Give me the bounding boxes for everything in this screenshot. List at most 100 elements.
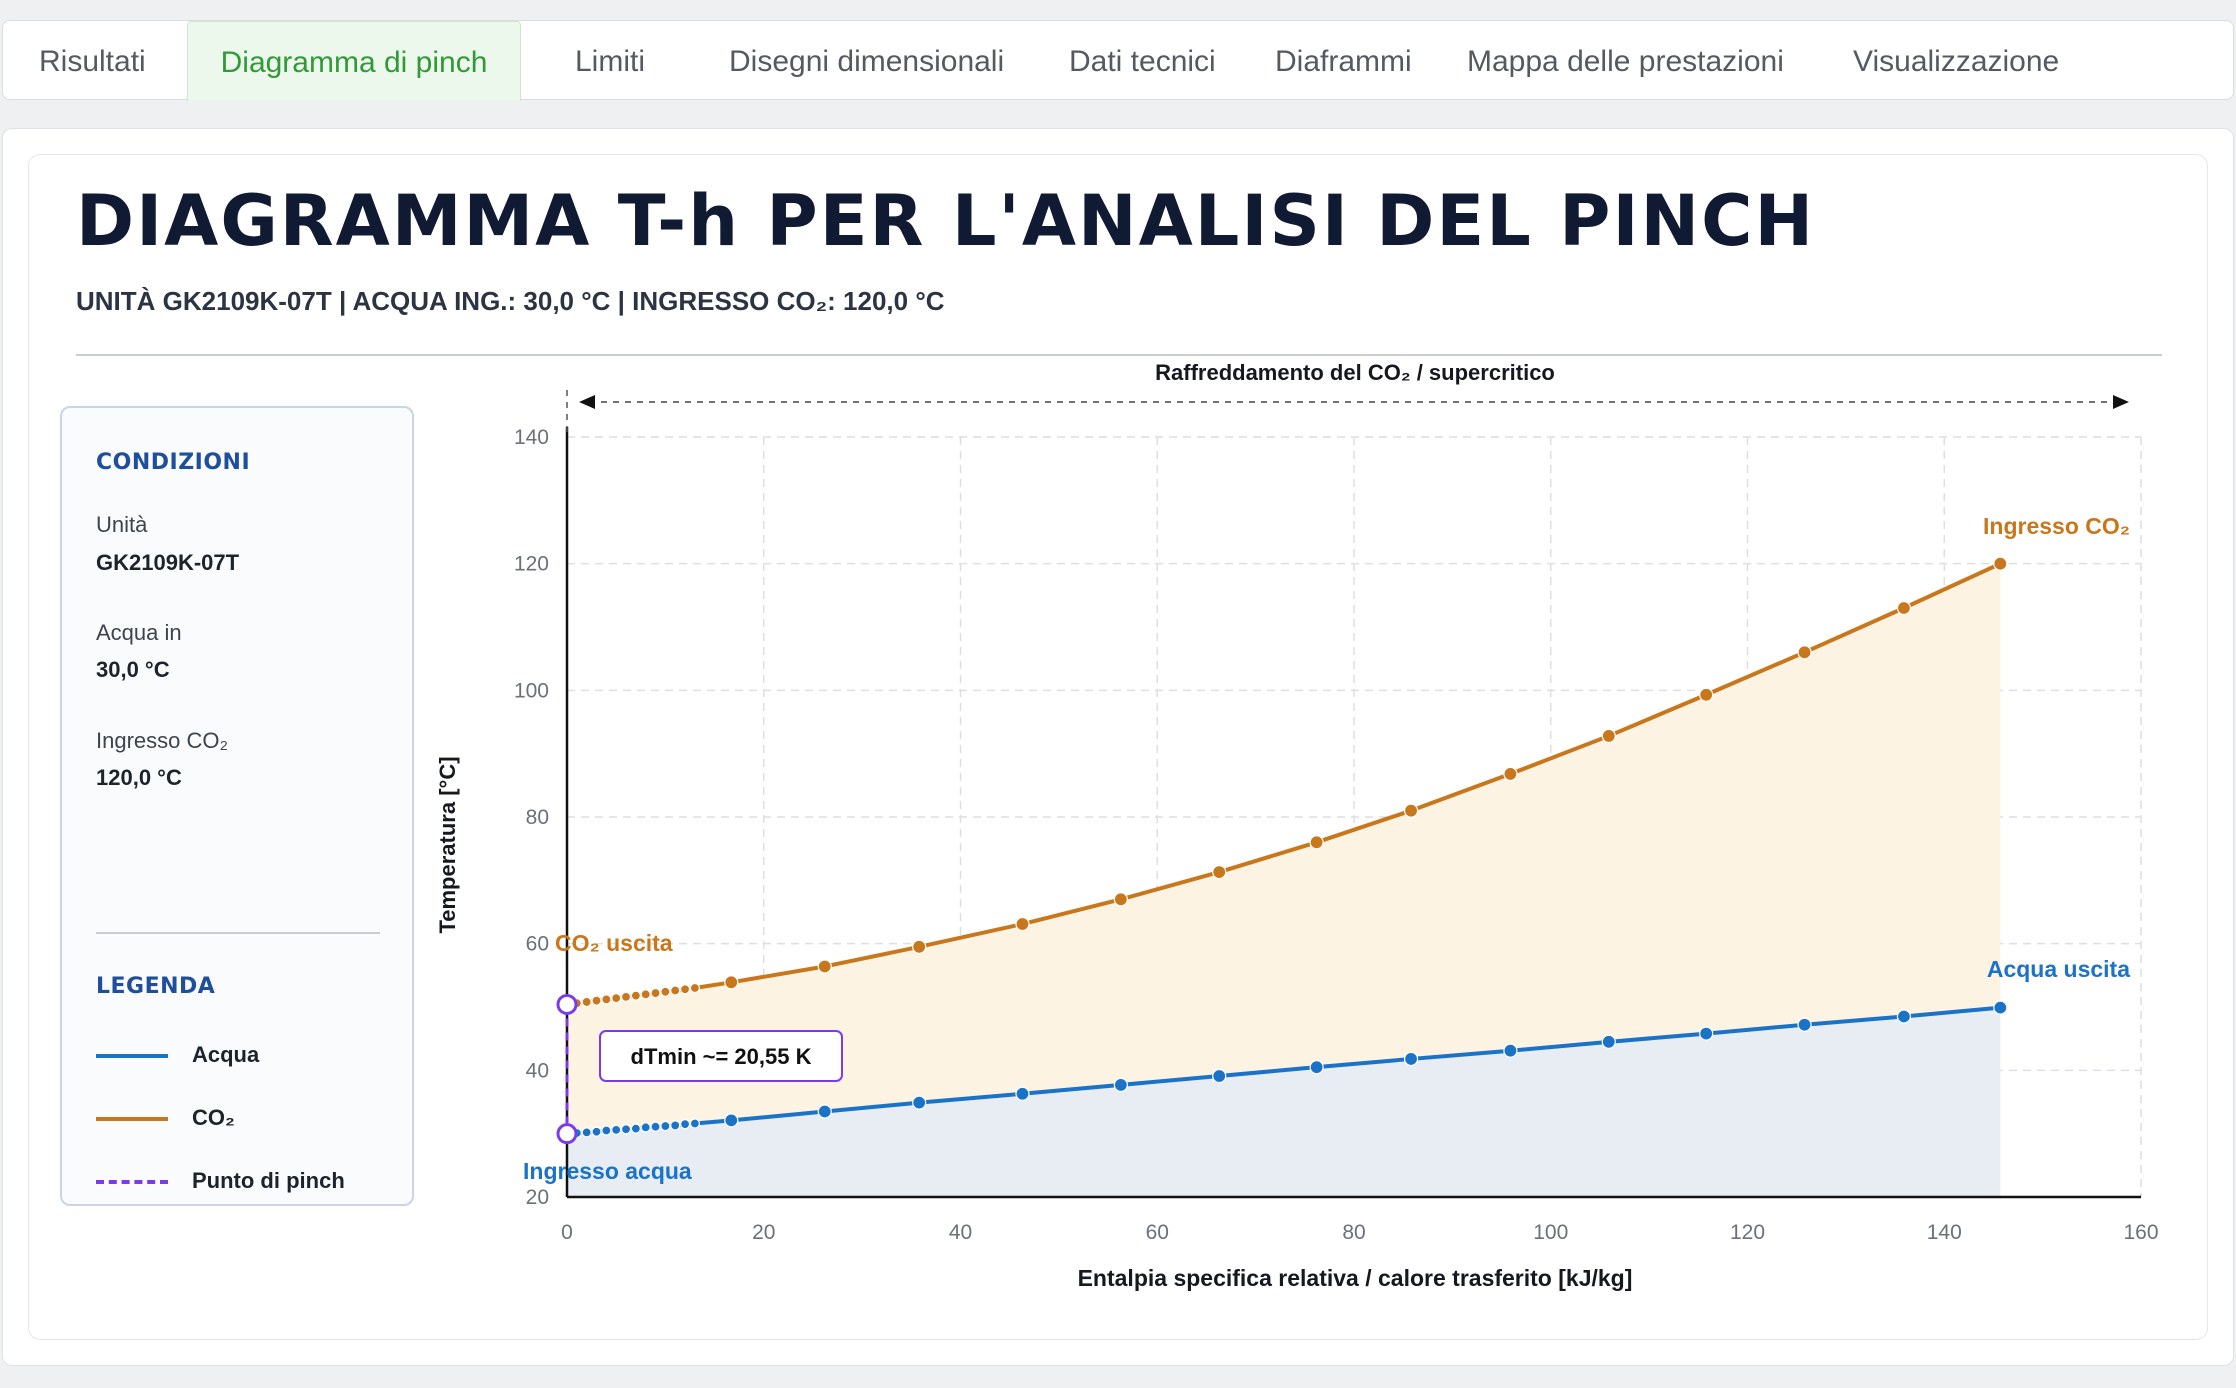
co2-point	[660, 986, 671, 997]
x-tick-label: 160	[2123, 1221, 2158, 1244]
region-arrow-right	[2113, 395, 2129, 409]
co2-area	[567, 563, 2001, 1134]
co2-point	[1403, 803, 1419, 818]
water-point	[724, 1113, 739, 1128]
legend-swatch-water	[96, 1054, 168, 1058]
water-point	[1503, 1043, 1518, 1058]
pinch-chart: 0 20 40 60 80 100 120 140 160 20 40 60 80 100 120 140 d…	[435, 360, 2159, 1291]
co2-point	[679, 984, 691, 995]
header-divider	[76, 354, 2162, 356]
x-tick-label: 40	[949, 1221, 972, 1244]
y-tick-label: 120	[514, 553, 549, 576]
co2-point	[1699, 687, 1714, 702]
water-point	[1212, 1068, 1227, 1084]
dtmin-label: dTmin ~= 20,55 K	[631, 1044, 812, 1069]
water-point	[679, 1119, 691, 1130]
conditions-heading: CONDIZIONI	[96, 450, 251, 475]
water-inlet-label: Ingresso acqua	[523, 1158, 692, 1184]
co2-point	[1993, 556, 2008, 571]
co2-point	[581, 996, 592, 1008]
unit-label: Unità	[96, 512, 148, 537]
legend-label-pinch: Punto di pinch	[192, 1168, 345, 1193]
water-point	[1993, 1000, 2008, 1015]
y-tick-label: 40	[526, 1059, 549, 1082]
water-area	[567, 1007, 2001, 1197]
water-point	[1896, 1009, 1912, 1024]
chart-series	[566, 556, 2008, 1139]
legend-swatch-co2	[96, 1117, 168, 1121]
co2-point	[1113, 892, 1128, 907]
water-in-label: Acqua in	[96, 620, 182, 645]
x-tick-label: 100	[1533, 1221, 1568, 1244]
co2-point	[689, 982, 700, 994]
tab-diaframmi[interactable]: Diaframmi	[1275, 45, 1412, 78]
water-point	[1309, 1060, 1324, 1075]
legend-heading: LEGENDA	[96, 974, 216, 999]
co2-point	[611, 993, 622, 1004]
co2-point	[650, 987, 661, 999]
water-point	[1797, 1017, 1812, 1032]
co2-point	[630, 990, 641, 1001]
x-axis-label: Entalpia specifica relativa / calore tra…	[1078, 1265, 1633, 1291]
water-point	[630, 1123, 641, 1134]
tab-disegni-dimensionali[interactable]: Disegni dimensionali	[729, 45, 1005, 78]
tab-dati-tecnici[interactable]: Dati tecnici	[1069, 45, 1216, 78]
water-point	[1015, 1086, 1030, 1101]
dtmin-box	[599, 1030, 843, 1082]
water-point	[1601, 1034, 1616, 1049]
page-title: DIAGRAMMA T-h PER L'ANALISI DEL PINCH	[76, 180, 1816, 262]
region-label: Raffreddamento del CO₂ / supercritico	[1155, 360, 1555, 385]
water-point	[620, 1124, 632, 1135]
region-arrow-left	[579, 395, 595, 409]
x-tick-label: 140	[1927, 1221, 1962, 1244]
water-point	[660, 1120, 671, 1132]
x-tick-label: 0	[561, 1221, 573, 1244]
water-point	[817, 1104, 832, 1119]
co2-point	[1601, 728, 1616, 744]
co2-point	[670, 985, 681, 996]
tab-visualizzazione[interactable]: Visualizzazione	[1853, 45, 2060, 78]
water-point	[1113, 1077, 1128, 1093]
co2-point	[912, 939, 927, 954]
legend-label-co2: CO₂	[192, 1105, 235, 1130]
water-point	[581, 1127, 592, 1138]
co2-in-label: Ingresso CO₂	[96, 728, 229, 753]
y-tick-label: 60	[526, 933, 549, 956]
co2-in-value: 120,0 °C	[96, 765, 182, 790]
y-tick-label: 140	[514, 426, 549, 449]
water-point	[611, 1124, 622, 1135]
x-tick-label: 80	[1342, 1221, 1365, 1244]
co2-point	[1896, 600, 1912, 616]
legend-swatch-pinch	[96, 1180, 168, 1184]
tab-bar: Risultati Diagramma di pinch Limiti Dise…	[2, 20, 2234, 101]
panel-divider	[96, 932, 380, 934]
co2-point	[591, 995, 602, 1006]
co2-point	[1797, 645, 1812, 660]
co2-inlet-label: Ingresso CO₂	[1983, 513, 2130, 539]
page-subtitle: UNITÀ GK2109K-07T | ACQUA ING.: 30,0 °C …	[76, 286, 945, 316]
pinch-point-water	[556, 1123, 578, 1145]
co2-outlet-label: CO₂ uscita	[555, 930, 673, 956]
x-tick-label: 20	[752, 1221, 775, 1244]
water-in-value: 30,0 °C	[96, 657, 170, 682]
co2-point	[601, 994, 612, 1005]
co2-point	[620, 991, 632, 1002]
water-point	[670, 1120, 681, 1131]
unit-value: GK2109K-07T	[96, 550, 240, 575]
water-point	[601, 1125, 612, 1136]
water-point	[640, 1122, 651, 1133]
tab-risultati[interactable]: Risultati	[39, 45, 146, 78]
co2-point	[724, 975, 739, 990]
y-tick-label: 100	[514, 679, 549, 702]
y-tick-label: 80	[526, 806, 549, 829]
tab-diagramma-di-pinch[interactable]: Diagramma di pinch	[187, 21, 521, 101]
co2-point	[1309, 835, 1324, 850]
tab-limiti[interactable]: Limiti	[575, 45, 646, 78]
chart-ticks: 0 20 40 60 80 100 120 140 160 20 40 60 80 100 120 140	[514, 426, 2159, 1244]
co2-point	[1212, 864, 1227, 880]
water-point	[1699, 1026, 1714, 1041]
chart-areas	[567, 563, 2001, 1197]
water-point	[912, 1095, 927, 1110]
water-point	[689, 1118, 700, 1129]
tab-mappa-delle-prestazioni[interactable]: Mappa delle prestazioni	[1467, 45, 1784, 78]
